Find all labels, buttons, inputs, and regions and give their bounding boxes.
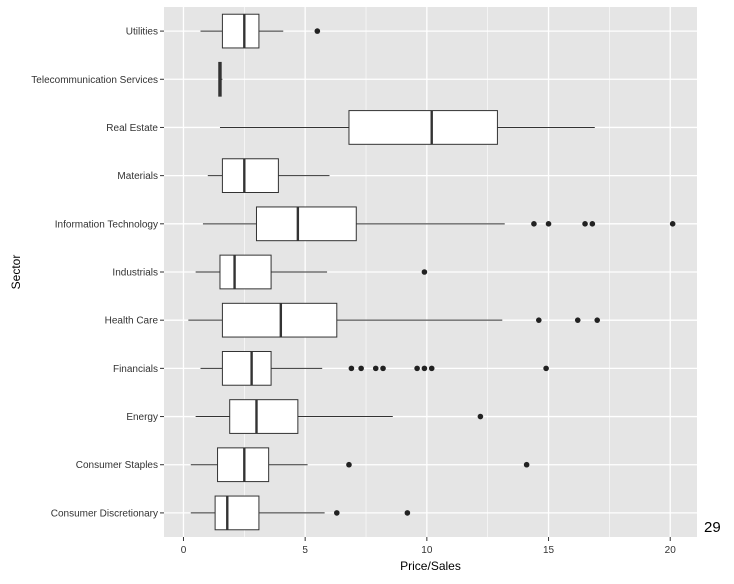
- x-tick-label: 5: [302, 545, 308, 556]
- y-tick-labels: Utilities Telecommunication Services Real …: [31, 27, 164, 519]
- y-tick-label: Energy: [126, 412, 158, 423]
- y-axis-title: Sector: [9, 255, 23, 290]
- outlier-point: [348, 365, 355, 372]
- box-series: [188, 13, 676, 531]
- x-axis-title: Price/Sales: [400, 559, 461, 573]
- box-real-estate: [219, 110, 595, 145]
- y-tick-label: Financials: [113, 364, 158, 375]
- outlier-point: [594, 317, 601, 323]
- grid-lines: [164, 7, 697, 537]
- outlier-point: [372, 365, 379, 372]
- outlier-point: [531, 221, 537, 227]
- iqr-box: [255, 206, 357, 242]
- box-information-technology: [202, 206, 676, 242]
- outlier-point: [404, 510, 411, 516]
- y-tick-label: Information Technology: [55, 219, 158, 230]
- box-telecommunication-services: [218, 61, 223, 97]
- x-tick-label: 10: [421, 545, 433, 556]
- box-materials: [207, 158, 330, 193]
- outlier-point: [421, 365, 428, 372]
- outlier-point: [536, 317, 542, 323]
- iqr-box: [348, 110, 498, 145]
- iqr-box: [217, 447, 270, 483]
- iqr-box: [219, 254, 272, 290]
- outlier-point: [421, 269, 428, 275]
- box-financials: [200, 351, 549, 386]
- iqr-box: [214, 495, 260, 531]
- outlier-point: [523, 461, 530, 468]
- x-tick-label: 15: [543, 545, 555, 556]
- outlier-point: [545, 221, 552, 227]
- box-consumer-staples: [190, 447, 530, 483]
- iqr-box: [221, 13, 260, 49]
- outlier-point: [414, 365, 420, 372]
- y-tick-label: Industrials: [112, 268, 158, 279]
- box-utilities: [200, 13, 321, 49]
- outlier-point: [314, 28, 321, 34]
- outlier-point: [428, 365, 435, 372]
- outlier-point: [477, 413, 484, 420]
- outlier-point: [574, 317, 581, 323]
- outlier-point: [358, 365, 364, 372]
- outlier-point: [582, 221, 588, 227]
- box-health-care: [188, 302, 601, 338]
- outlier-point: [333, 510, 340, 516]
- iqr-box: [229, 399, 299, 434]
- y-tick-label: Materials: [117, 171, 158, 182]
- x-tick-label: 20: [665, 545, 677, 556]
- y-tick-label: Utilities: [126, 27, 158, 38]
- iqr-box: [221, 302, 338, 338]
- y-tick-label: Consumer Staples: [76, 460, 158, 471]
- x-tick-labels: 0 5 10 15 20: [181, 537, 677, 556]
- outlier-point: [589, 221, 596, 227]
- y-tick-label: Health Care: [105, 316, 159, 327]
- box-industrials: [195, 254, 428, 290]
- x-tick-label: 0: [181, 545, 187, 556]
- y-tick-label: Telecommunication Services: [31, 75, 158, 86]
- box-energy: [195, 399, 484, 434]
- y-tick-label: Consumer Discretionary: [51, 508, 158, 519]
- y-tick-label: Real Estate: [106, 123, 158, 134]
- iqr-box: [221, 158, 279, 193]
- outlier-point: [380, 365, 386, 372]
- page-number: 29: [704, 519, 721, 536]
- iqr-box: [221, 351, 272, 386]
- box-consumer-discretionary: [190, 495, 411, 531]
- outlier-point: [669, 221, 676, 227]
- outlier-point: [543, 365, 549, 372]
- outlier-point: [346, 461, 352, 468]
